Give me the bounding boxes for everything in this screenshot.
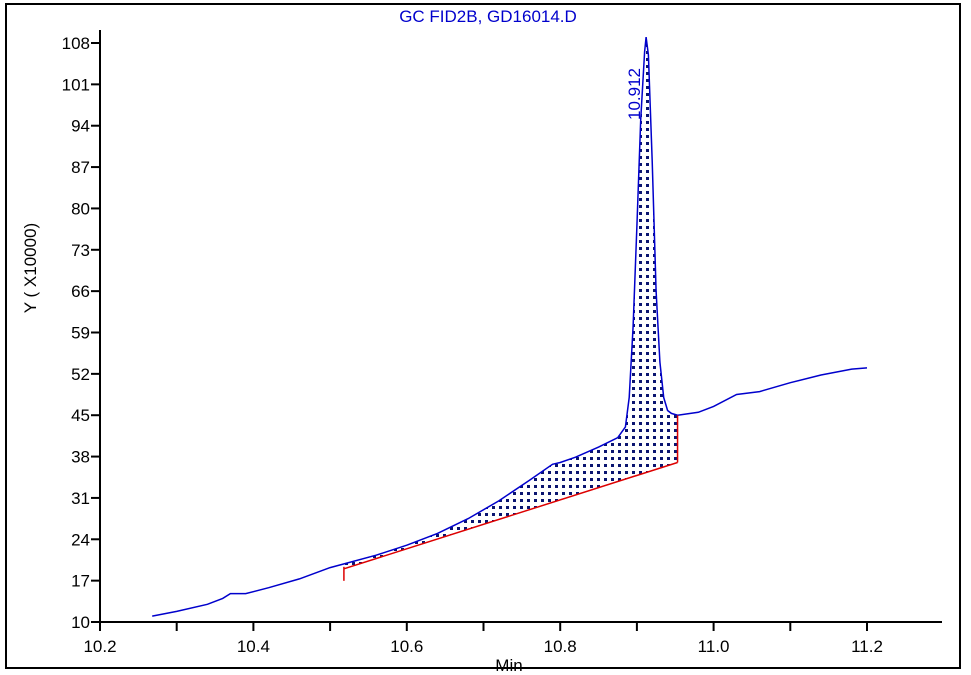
y-tick-label: 66 xyxy=(71,282,90,301)
y-tick-label: 10 xyxy=(71,613,90,632)
y-tick-label: 87 xyxy=(71,158,90,177)
x-tick-label: 11.2 xyxy=(851,637,883,656)
y-tick-label: 80 xyxy=(71,199,90,218)
chart-frame xyxy=(5,3,961,669)
y-tick-label: 24 xyxy=(71,530,90,549)
x-tick-label: 10.2 xyxy=(83,637,116,656)
y-tick-label: 59 xyxy=(71,324,90,343)
x-axis-label: Min xyxy=(495,656,522,675)
y-axis-label: Y ( X10000) xyxy=(21,223,40,313)
x-tick-label: 10.8 xyxy=(544,637,577,656)
x-tick-label: 10.4 xyxy=(237,637,270,656)
y-tick-label: 108 xyxy=(62,34,90,53)
x-tick-label: 10.6 xyxy=(390,637,423,656)
y-tick-label: 45 xyxy=(71,406,90,425)
chart-title: GC FID2B, GD16014.D xyxy=(399,7,577,26)
y-tick-label: 52 xyxy=(71,365,90,384)
y-tick-label: 31 xyxy=(71,489,90,508)
x-tick-label: 11.0 xyxy=(698,637,730,656)
y-tick-label: 38 xyxy=(71,448,90,467)
peak-retention-label: 10.912 xyxy=(625,68,644,120)
y-tick-label: 17 xyxy=(71,572,90,591)
y-tick-label: 94 xyxy=(71,117,90,136)
integrated-peak-area xyxy=(343,37,678,569)
signal-trace xyxy=(152,37,868,617)
integration-baseline xyxy=(343,461,678,570)
y-tick-label: 101 xyxy=(62,75,90,94)
y-tick-label: 73 xyxy=(71,241,90,260)
